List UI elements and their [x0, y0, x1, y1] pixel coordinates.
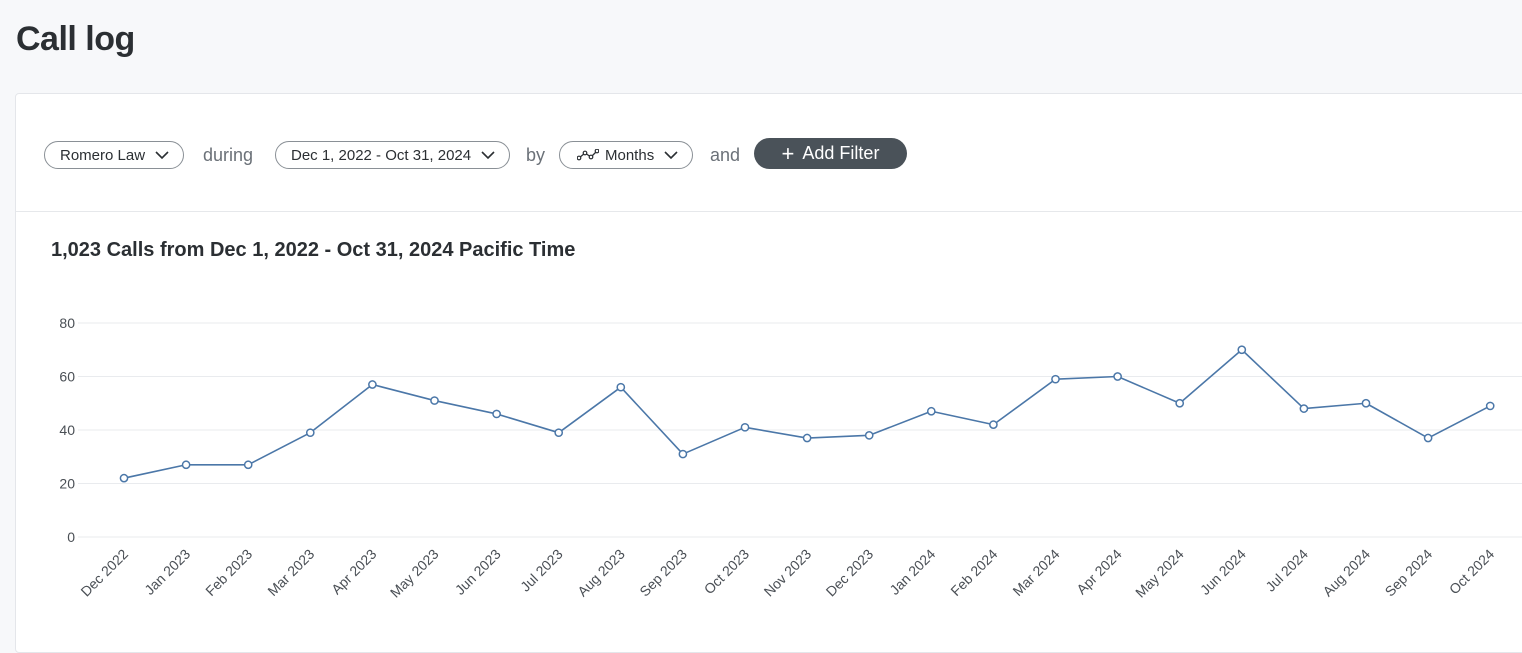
page-title: Call log: [16, 20, 135, 58]
x-tick-label: Mar 2023: [264, 546, 317, 599]
data-point: [989, 420, 998, 429]
x-tick-label: Jul 2024: [1262, 546, 1311, 595]
y-tick-label: 0: [67, 529, 75, 545]
data-point: [368, 380, 377, 389]
data-point: [678, 449, 688, 459]
x-tick-label: Jun 2024: [1197, 546, 1249, 598]
x-tick-label: Sep 2024: [1382, 546, 1436, 600]
date-range-label: Dec 1, 2022 - Oct 31, 2024: [291, 146, 472, 164]
during-label: during: [203, 145, 254, 165]
x-tick-label: Feb 2023: [202, 546, 255, 599]
data-point: [1485, 401, 1495, 411]
y-tick-label: 40: [59, 422, 75, 438]
series-line: [123, 348, 1491, 479]
chevron-down-icon: [664, 151, 678, 160]
y-tick-label: 20: [59, 476, 75, 492]
chevron-down-icon: [155, 151, 169, 160]
filter-bar: Romero Law during Dec 1, 2022 - Oct 31, …: [16, 94, 1522, 212]
data-point: [740, 422, 750, 432]
data-point: [864, 431, 874, 440]
x-tick-label: Aug 2023: [574, 546, 628, 600]
data-point: [181, 460, 191, 470]
chart-title: 1,023 Calls from Dec 1, 2022 - Oct 31, 2…: [51, 239, 576, 261]
data-point: [1113, 372, 1122, 381]
chevron-down-icon: [481, 151, 495, 160]
date-range-dropdown[interactable]: Dec 1, 2022 - Oct 31, 2024: [275, 141, 511, 169]
data-point: [1423, 433, 1433, 443]
x-tick-label: Dec 2022: [77, 546, 131, 600]
plus-icon: +: [781, 140, 795, 166]
by-label: by: [526, 145, 546, 165]
x-tick-label: May 2023: [387, 546, 442, 601]
data-point: [305, 428, 315, 438]
data-point: [1299, 404, 1309, 413]
x-tick-label: May 2024: [1132, 546, 1187, 601]
granularity-label: Months: [605, 146, 655, 164]
x-tick-label: Aug 2024: [1319, 546, 1373, 600]
data-point: [616, 382, 626, 392]
line-chart-icon: [577, 149, 599, 161]
call-log-card: Romero Law during Dec 1, 2022 - Oct 31, …: [15, 93, 1522, 653]
y-tick-label: 80: [59, 315, 75, 331]
x-tick-label: Apr 2024: [1073, 546, 1125, 598]
x-tick-label: Oct 2024: [1446, 546, 1498, 598]
x-tick-label: Jun 2023: [452, 546, 504, 598]
account-dropdown-label: Romero Law: [60, 146, 146, 164]
x-tick-label: Sep 2023: [636, 546, 690, 600]
add-filter-label: Add Filter: [802, 143, 880, 163]
x-tick-label: Dec 2023: [823, 546, 877, 600]
data-point: [430, 396, 439, 405]
data-point: [492, 409, 501, 419]
x-tick-label: Jan 2024: [886, 546, 938, 598]
x-tick-label: Oct 2023: [701, 546, 753, 598]
x-tick-label: Mar 2024: [1009, 546, 1062, 599]
y-tick-label: 60: [59, 369, 75, 385]
x-tick-label: Feb 2024: [947, 546, 1000, 599]
account-dropdown[interactable]: Romero Law: [44, 141, 185, 169]
data-point: [802, 433, 812, 443]
data-point: [554, 428, 564, 438]
data-point: [119, 473, 129, 483]
x-tick-label: Nov 2023: [761, 546, 815, 600]
data-point: [1361, 398, 1371, 408]
data-point: [1237, 345, 1247, 355]
x-tick-label: Jan 2023: [141, 546, 193, 598]
x-tick-label: Jul 2023: [517, 546, 566, 595]
and-label: and: [710, 145, 741, 165]
x-tick-label: Apr 2023: [328, 546, 380, 598]
data-point: [243, 460, 253, 470]
data-point: [1175, 398, 1185, 408]
add-filter-button[interactable]: + Add Filter: [754, 138, 907, 169]
granularity-dropdown[interactable]: Months: [559, 141, 694, 169]
data-point: [926, 406, 936, 416]
data-point: [1051, 374, 1060, 384]
